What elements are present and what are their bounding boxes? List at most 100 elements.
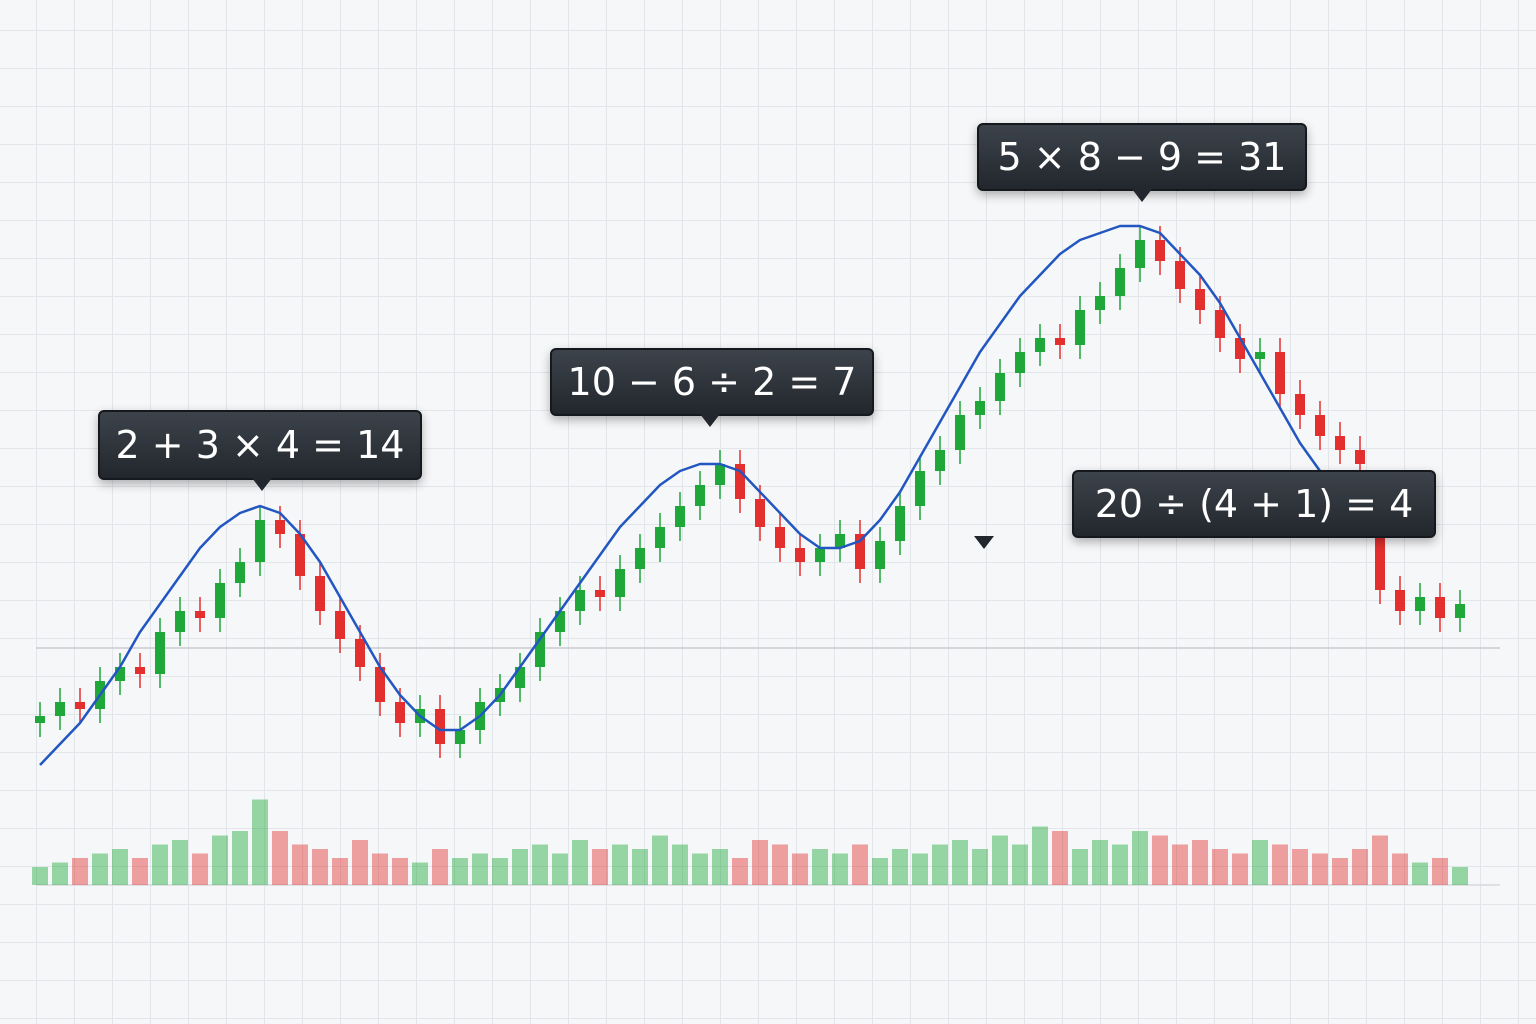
volume-bar xyxy=(632,849,648,885)
candle-body xyxy=(635,548,645,569)
volume-bar xyxy=(492,858,508,885)
volume-bar xyxy=(1272,844,1288,885)
candle-body xyxy=(1235,338,1245,359)
volume-bar xyxy=(112,849,128,885)
volume-bar xyxy=(992,835,1008,885)
candle-body xyxy=(715,464,725,485)
candle-body xyxy=(1155,240,1165,261)
candle-body xyxy=(1395,590,1405,611)
candle-body xyxy=(375,667,385,702)
candle-body xyxy=(1055,338,1065,345)
candle-body xyxy=(275,520,285,534)
candle-body xyxy=(935,450,945,471)
volume-bar xyxy=(1312,853,1328,885)
volume-bar xyxy=(892,849,908,885)
volume-bar xyxy=(32,867,48,885)
volume-bar xyxy=(1152,835,1168,885)
annotation: 20 ÷ (4 + 1) = 4 xyxy=(974,470,1436,549)
candle-body xyxy=(535,632,545,667)
annotation: 10 − 6 ÷ 2 = 7 xyxy=(550,348,874,427)
annotation: 5 × 8 − 9 = 31 xyxy=(977,123,1307,202)
candle-body xyxy=(1255,352,1265,359)
candle-body xyxy=(215,583,225,618)
volume-bar xyxy=(672,844,688,885)
candle-body xyxy=(1375,534,1385,590)
candle-body xyxy=(1195,289,1205,310)
volume-bar xyxy=(392,858,408,885)
volume-bar xyxy=(172,840,188,885)
volume-bar xyxy=(1252,840,1268,885)
volume-bar xyxy=(1172,844,1188,885)
candle-body xyxy=(735,464,745,499)
candle-body xyxy=(335,611,345,639)
candle-body xyxy=(1215,310,1225,338)
candle-body xyxy=(1455,604,1465,618)
volume-bar xyxy=(572,840,588,885)
candle-body xyxy=(395,702,405,723)
candle-body xyxy=(195,611,205,618)
candle-body xyxy=(655,527,665,548)
volume-bar xyxy=(472,853,488,885)
volume-bar xyxy=(1292,849,1308,885)
trend-line xyxy=(39,224,1361,766)
volume-bar xyxy=(1192,840,1208,885)
candle-body xyxy=(795,548,805,562)
candle-body xyxy=(35,716,45,723)
candle-body xyxy=(975,401,985,415)
candle-body xyxy=(435,709,445,744)
volume-bar xyxy=(1392,853,1408,885)
candle-body xyxy=(1035,338,1045,352)
candle-body xyxy=(915,471,925,506)
candle-body xyxy=(675,506,685,527)
candle-body xyxy=(1415,597,1425,611)
volume-bar xyxy=(1132,831,1148,885)
volume-bar xyxy=(212,835,228,885)
candle-body xyxy=(815,548,825,562)
volume-bar xyxy=(1412,862,1428,885)
volume-bar xyxy=(1092,840,1108,885)
volume-bar xyxy=(1372,835,1388,885)
candle-body xyxy=(955,415,965,450)
volume-bar xyxy=(292,844,308,885)
candle-body xyxy=(355,639,365,667)
volume-bar xyxy=(812,849,828,885)
candle-body xyxy=(775,527,785,548)
volume-bar xyxy=(552,853,568,885)
candle-body xyxy=(115,667,125,681)
volume-bar xyxy=(1452,867,1468,885)
volume-bar xyxy=(652,835,668,885)
candle-body xyxy=(895,506,905,541)
candle-body xyxy=(255,520,265,562)
candle-body xyxy=(235,562,245,583)
volume-bar xyxy=(1012,844,1028,885)
volume-bar xyxy=(92,853,108,885)
annotation: 2 + 3 × 4 = 14 xyxy=(98,410,422,491)
candle-body xyxy=(155,632,165,674)
candle-body xyxy=(1135,240,1145,268)
candle-body xyxy=(315,576,325,611)
volume-bar xyxy=(532,844,548,885)
volume-bar xyxy=(972,849,988,885)
candle-body xyxy=(1115,268,1125,296)
candle-body xyxy=(455,730,465,744)
volume-bar xyxy=(612,844,628,885)
candle-body xyxy=(1315,415,1325,436)
candle-body xyxy=(1295,394,1305,415)
candle-body xyxy=(515,667,525,688)
candle-body xyxy=(55,702,65,716)
volume-bar xyxy=(132,858,148,885)
volume-bar xyxy=(372,853,388,885)
candle-body xyxy=(695,485,705,506)
candle-body xyxy=(1335,436,1345,450)
volume-bar xyxy=(332,858,348,885)
candle-body xyxy=(135,667,145,674)
candle-body xyxy=(295,534,305,576)
candle-body xyxy=(175,611,185,632)
volume-bar xyxy=(152,844,168,885)
volume-bar xyxy=(1112,844,1128,885)
volume-bar xyxy=(312,849,328,885)
volume-bar xyxy=(712,849,728,885)
volume-bar xyxy=(952,840,968,885)
